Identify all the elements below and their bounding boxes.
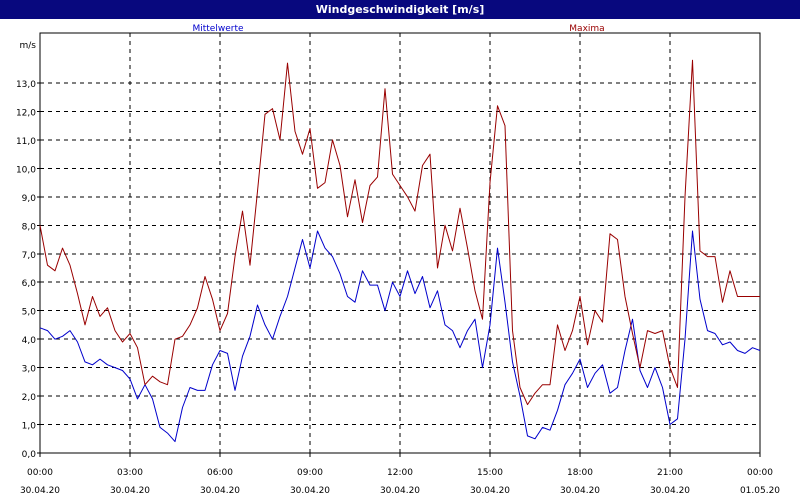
x-tick-time-label: 12:00 — [387, 468, 413, 478]
window-titlebar: Windgeschwindigkeit [m/s] — [0, 0, 800, 19]
legend-label: Mittelwerte — [192, 24, 243, 34]
y-tick-label: 13,0 — [16, 80, 36, 90]
legend-label: Maxima — [569, 24, 604, 34]
y-tick-label: 9,0 — [22, 194, 37, 204]
x-tick-time-label: 15:00 — [477, 468, 503, 478]
y-tick-label: 7,0 — [22, 251, 37, 261]
y-tick-label: 4,0 — [22, 336, 37, 346]
x-tick-time-label: 18:00 — [567, 468, 593, 478]
x-tick-time-label: 09:00 — [297, 468, 323, 478]
y-tick-label: 10,0 — [16, 165, 36, 175]
y-tick-label: 2,0 — [22, 393, 37, 403]
data-series — [39, 59, 761, 443]
x-tick-date-label: 30.04.20 — [200, 486, 240, 496]
series-line-mittelwerte — [39, 230, 761, 443]
x-tick-date-label: 30.04.20 — [650, 486, 690, 496]
plot-frame — [37, 32, 761, 457]
y-tick-labels: 0,0 1,0 2,0 3,0 4,0 5,0 6,0 7,0 8,0 9,0 10,0 11,0 12… — [16, 41, 36, 460]
y-tick-label: 3,0 — [22, 365, 37, 375]
y-tick-label: 11,0 — [16, 137, 36, 147]
y-tick-label: 5,0 — [22, 308, 37, 318]
series-line-maxima — [39, 59, 760, 406]
x-tick-time-label: 00:00 — [27, 468, 53, 478]
x-tick-date-label: 30.04.20 — [380, 486, 420, 496]
y-tick-label: 8,0 — [22, 222, 37, 232]
x-tick-date-label: 30.04.20 — [290, 486, 330, 496]
plot-border — [39, 32, 761, 454]
x-tick-time-label: 00:00 — [747, 468, 773, 478]
window-title: Windgeschwindigkeit [m/s] — [315, 3, 485, 16]
grid-lines — [40, 33, 760, 454]
x-tick-date-label: 30.04.20 — [110, 486, 150, 496]
x-tick-date-label: 30.04.20 — [470, 486, 510, 496]
y-tick-label: 6,0 — [22, 279, 37, 289]
x-tick-time-label: 06:00 — [207, 468, 233, 478]
y-tick-label: 12,0 — [16, 108, 36, 118]
x-tick-labels: 00:00 30.04.20 03:00 30.04.20 06:00 30.04.20 0… — [20, 468, 780, 496]
x-tick-time-label: 03:00 — [117, 468, 143, 478]
x-tick-date-label: 30.04.20 — [560, 486, 600, 496]
x-tick-date-label: 30.04.20 — [20, 486, 60, 496]
x-tick-date-label: 01.05.20 — [740, 486, 780, 496]
y-axis-unit-label: m/s — [20, 41, 37, 51]
x-tick-time-label: 21:00 — [657, 468, 683, 478]
y-tick-label: 0,0 — [22, 450, 37, 460]
y-tick-label: 1,0 — [22, 422, 37, 432]
legend: Mittelwerte Maxima — [192, 24, 604, 34]
